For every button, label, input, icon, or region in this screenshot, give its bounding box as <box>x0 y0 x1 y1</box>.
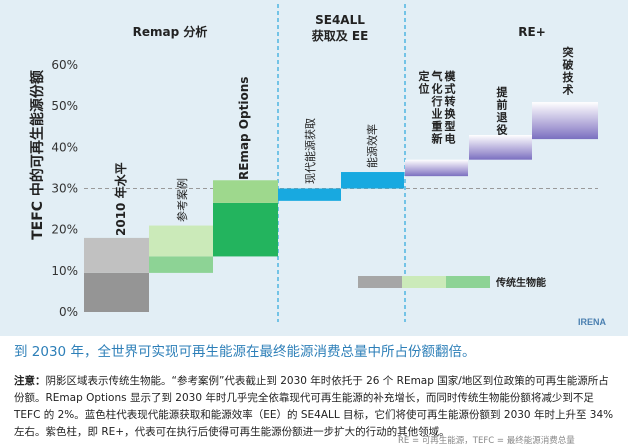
y-axis-title: TEFC 中的可再生能源份额 <box>29 70 46 240</box>
bar-label-char: 气 <box>431 69 443 83</box>
bar-label-char: 业 <box>432 107 443 121</box>
bar-label-char: 转 <box>445 94 456 108</box>
bar-label-char: 电 <box>445 132 456 146</box>
group-title: RE+ <box>518 25 546 39</box>
bar-segment <box>213 202 278 257</box>
legend-swatch <box>402 276 446 288</box>
bar-label-char: 技 <box>563 70 575 84</box>
bar-label-char: 位 <box>419 82 430 96</box>
legend-swatch <box>358 276 402 288</box>
bar-segment <box>149 225 213 257</box>
y-tick-label: 0% <box>59 305 78 319</box>
bar-label-char: 重 <box>432 119 443 133</box>
bar-label-efficiency: 能源效率 <box>365 124 379 168</box>
y-tick-label: 50% <box>51 99 78 113</box>
bar-label-char: 提 <box>497 85 509 99</box>
bar-label-char: 术 <box>562 83 574 97</box>
chart-caption: 到 2030 年，全世界可实现可再生能源在最终能源消费总量中所占份额翻倍。 <box>14 344 476 360</box>
bar-label-remap-options: REmap Options <box>237 77 251 180</box>
y-tick-label: 10% <box>51 264 78 278</box>
bar-label-char: 破 <box>563 58 574 72</box>
bar-label-2010: 2010 年水平 <box>113 162 128 236</box>
bar-label-char: 突 <box>563 45 574 59</box>
note-text: 阴影区域表示传统生物能。“参考案例”代表截止到 2030 年时依托于 26 个 … <box>14 375 614 438</box>
bar-label-char: 模 <box>445 69 457 83</box>
bar-label-modern-access: 现代能源获取 <box>303 118 317 184</box>
chart-note: 注意：阴影区域表示传统生物能。“参考案例”代表截止到 2030 年时依托于 26… <box>14 373 618 441</box>
y-tick-label: 30% <box>51 182 78 196</box>
bar-label-char: 役 <box>496 123 508 137</box>
bar-label-char: 行 <box>431 94 443 108</box>
bar-label-char: 退 <box>497 110 508 124</box>
bar-label-char: 新 <box>432 132 443 146</box>
note-label: 注意： <box>14 375 46 387</box>
legend-label: 传统生物能 <box>495 276 546 289</box>
legend-swatch <box>446 276 490 288</box>
bar-segment <box>341 172 404 189</box>
group-title: 获取及 EE <box>311 28 369 43</box>
group-title: Remap 分析 <box>133 24 208 39</box>
bar-label-char: 型 <box>445 119 456 133</box>
group-title: SE4ALL <box>315 13 365 27</box>
bar-label-reference: 参考案例 <box>175 178 189 222</box>
bar-segment <box>469 134 532 160</box>
bar-label-char: 定 <box>419 69 430 83</box>
bar-segment <box>213 180 278 203</box>
y-tick-label: 20% <box>51 223 78 237</box>
y-tick-label: 40% <box>51 140 78 154</box>
bar-label-char: 化 <box>432 82 443 96</box>
bar-label-char: 前 <box>497 98 508 112</box>
y-tick-label: 60% <box>51 58 78 72</box>
bar-label-char: 换 <box>445 107 457 121</box>
bar-segment <box>149 256 213 273</box>
brand-label: IRENA <box>578 317 607 327</box>
bar-segment <box>84 272 149 312</box>
bar-segment <box>405 159 468 177</box>
bar-segment <box>278 188 341 201</box>
bar-segment <box>84 237 149 273</box>
bar-segment <box>532 102 598 140</box>
chart-panel: 0% 10% 20% 30% 40% 50% 60% 2010 年水平 参考案例 REmap O… <box>0 0 628 336</box>
footer-abbreviations: RE = 可再生能源，TEFC = 最终能源消费总量 <box>398 436 575 446</box>
renewable-share-chart: 0% 10% 20% 30% 40% 50% 60% 2010 年水平 参考案例 REmap O… <box>29 4 607 327</box>
bar-label-char: 式 <box>445 82 456 96</box>
